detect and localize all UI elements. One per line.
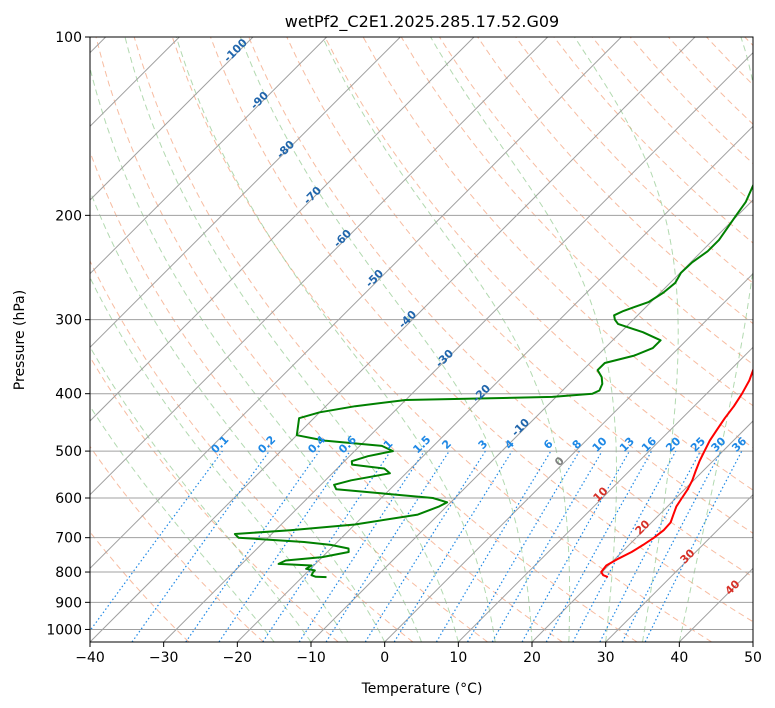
- temperature-profile-line: [600, 367, 753, 579]
- x-tick-label: 20: [523, 650, 541, 666]
- dry-adiabat: [90, 259, 414, 642]
- dry-adiabat: [171, 37, 712, 642]
- moist-adiabat: [430, 37, 617, 642]
- dry-adiabat: [95, 37, 563, 642]
- y-tick-label: 200: [55, 208, 82, 224]
- x-tick-label: −20: [223, 650, 253, 666]
- mixing-ratio-line: [521, 450, 631, 642]
- series-layer: [233, 183, 753, 579]
- isotherm: [90, 37, 622, 570]
- moist-adiabat: [90, 65, 422, 642]
- dry-adiabat: [324, 37, 753, 491]
- isotherm: [90, 37, 328, 275]
- x-tick-label: −10: [296, 650, 326, 666]
- dry-adiabat: [133, 37, 638, 642]
- y-tick-label: 100: [55, 30, 82, 46]
- y-tick-label: 800: [55, 565, 82, 581]
- mixing-ratio-line: [90, 450, 223, 632]
- moist-adiabat: [90, 405, 275, 642]
- mixing-ratio-line: [131, 450, 270, 642]
- dewpoint-profile-line: [233, 183, 753, 579]
- isotherm: [90, 37, 549, 496]
- moist-adiabat: [239, 37, 533, 642]
- y-tick-label: 900: [55, 595, 82, 611]
- dry-adiabat: [90, 356, 339, 642]
- x-tick-label: −30: [149, 650, 179, 666]
- isotherm: [90, 37, 696, 642]
- y-tick-label: 400: [55, 387, 82, 403]
- moist-adiabat: [90, 276, 349, 642]
- y-axis-label: Pressure (hPa): [12, 290, 28, 390]
- y-tick-label: 300: [55, 313, 82, 329]
- isotherm: [531, 420, 753, 642]
- moist-adiabat: [90, 189, 386, 642]
- mixing-ratio-line: [644, 450, 743, 642]
- mixing-ratio-line: [572, 450, 677, 642]
- x-tick-label: 40: [670, 650, 688, 666]
- dry-adiabat: [248, 37, 753, 578]
- x-axis-label: Temperature (°C): [361, 681, 483, 697]
- isotherm: [163, 51, 753, 642]
- isotherm: [605, 493, 753, 642]
- chart-title: wetPf2_C2E1.2025.285.17.52.G09: [285, 12, 559, 32]
- dry-adiabat: [286, 37, 753, 534]
- mixing-ratio-line: [262, 450, 392, 642]
- mixing-ratio-line: [218, 450, 351, 642]
- axis-ticks: −40 −30 −20 −10 0 10 20 30 40 50 100 200 300 400 500 60…: [46, 30, 762, 666]
- isotherm: [384, 272, 753, 642]
- x-tick-label: −40: [75, 650, 105, 666]
- plot-frame: [89, 36, 754, 643]
- isotherm: [457, 346, 753, 642]
- y-tick-label: 1000: [46, 622, 82, 638]
- mixing-ratio-line: [185, 450, 320, 642]
- moist-adiabat: [124, 37, 459, 642]
- x-tick-label: 50: [744, 650, 762, 666]
- dry-adiabat: [515, 37, 753, 284]
- moist-adiabat: [175, 37, 496, 642]
- y-tick-label: 500: [55, 444, 82, 460]
- isotherm: [90, 37, 401, 349]
- mixing-ratio-line: [545, 450, 653, 642]
- x-tick-label: 10: [449, 650, 467, 666]
- x-tick-label: 0: [380, 650, 389, 666]
- dry-adiabat: [90, 445, 264, 642]
- dry-adiabat: [210, 37, 753, 623]
- x-tick-label: 30: [597, 650, 615, 666]
- y-tick-label: 700: [55, 531, 82, 547]
- isotherm: [236, 125, 753, 642]
- moist-adiabat: [678, 37, 753, 642]
- isotherm: [90, 37, 254, 201]
- y-tick-label: 600: [55, 491, 82, 507]
- moist-adiabat: [322, 37, 571, 642]
- isotherm: [310, 199, 753, 642]
- mixing-ratio-line: [325, 450, 450, 642]
- mixing-ratio-line: [393, 450, 513, 642]
- isotherm: [90, 37, 475, 422]
